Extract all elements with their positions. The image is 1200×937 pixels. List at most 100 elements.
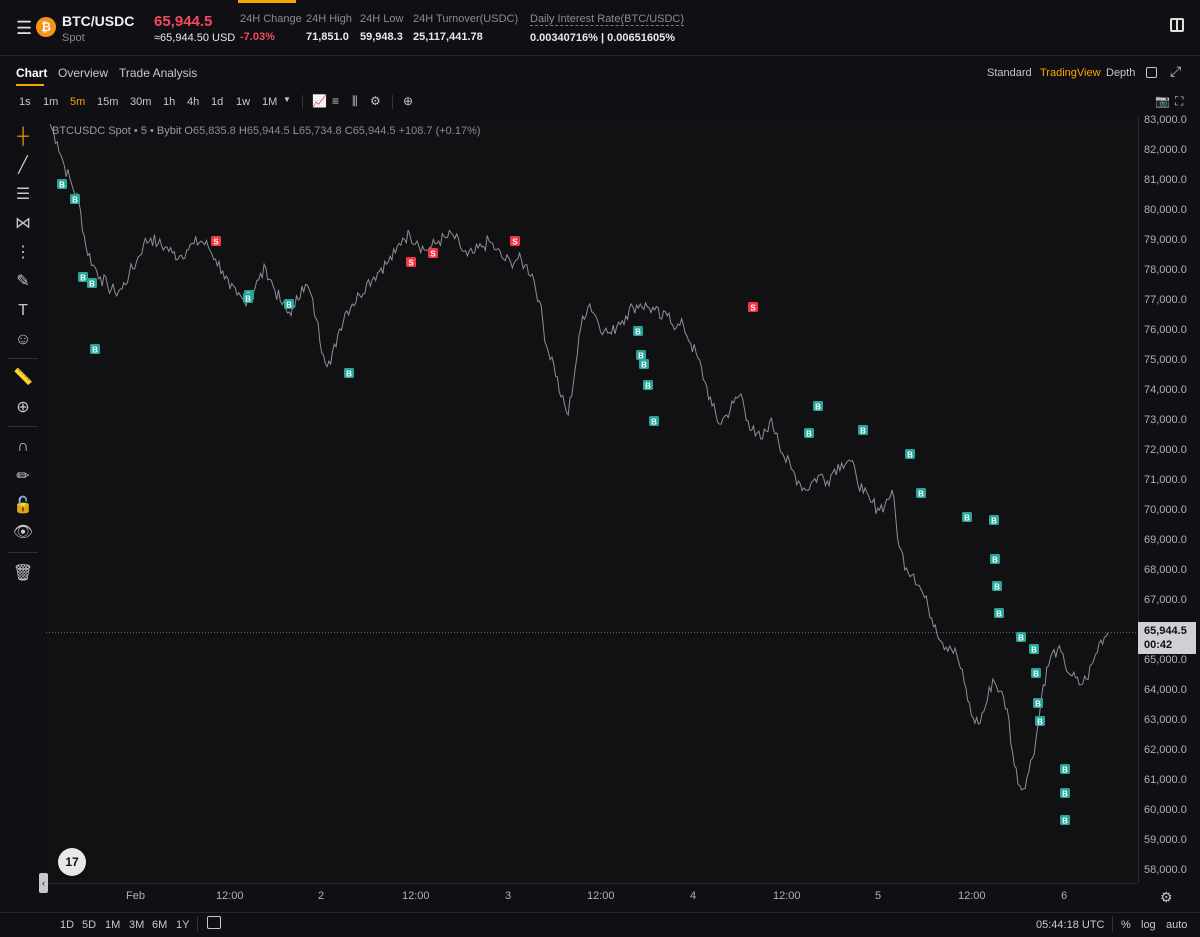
buy-marker[interactable]: B bbox=[1033, 698, 1043, 709]
trash-icon[interactable]: 🗑 bbox=[12, 565, 34, 582]
buy-marker[interactable]: B bbox=[916, 488, 926, 499]
range-5d[interactable]: 5D bbox=[82, 919, 97, 931]
auto-toggle[interactable]: auto bbox=[1166, 919, 1188, 931]
buy-marker[interactable]: B bbox=[639, 359, 649, 370]
timeframe-4h[interactable]: 4h bbox=[187, 96, 200, 108]
range-1d[interactable]: 1D bbox=[60, 919, 75, 931]
price-chart[interactable]: BBBBBBBBBBBBBBBBBBBBBBBBBBBBBBBBSSSSS bbox=[46, 118, 1138, 883]
buy-marker[interactable]: B bbox=[90, 344, 100, 355]
buy-marker[interactable]: B bbox=[70, 194, 80, 205]
view-tradingview[interactable]: TradingView bbox=[1040, 67, 1101, 79]
chart-type-icon[interactable]: 📈 bbox=[312, 94, 327, 108]
timeframe-1h[interactable]: 1h bbox=[163, 96, 176, 108]
tab-overview[interactable]: Overview bbox=[58, 66, 109, 80]
text-icon[interactable]: T bbox=[18, 302, 28, 319]
timeframe-1w[interactable]: 1w bbox=[236, 96, 251, 108]
stat-label[interactable]: Daily Interest Rate(BTC/USDC) bbox=[530, 13, 685, 26]
buy-marker[interactable]: B bbox=[962, 512, 972, 523]
gear-icon[interactable]: ⚙ bbox=[1160, 889, 1173, 905]
camera-icon[interactable]: 📷 bbox=[1155, 94, 1170, 108]
log-toggle[interactable]: log bbox=[1141, 919, 1156, 931]
add-icon[interactable]: ⊕ bbox=[403, 94, 414, 108]
emoji-icon[interactable]: ☺ bbox=[14, 331, 32, 348]
buy-marker[interactable]: B bbox=[643, 380, 653, 391]
buy-marker[interactable]: B bbox=[992, 581, 1002, 592]
expand-icon[interactable]: ⤢ bbox=[1170, 63, 1182, 79]
sell-marker[interactable]: S bbox=[211, 236, 221, 247]
projection-icon[interactable]: ⋮ bbox=[15, 244, 31, 261]
sell-marker[interactable]: S bbox=[510, 236, 520, 247]
lock-drawing-icon[interactable]: ✏ bbox=[16, 468, 30, 485]
crosshair-icon[interactable]: ┼ bbox=[17, 128, 29, 145]
timeframe-1M[interactable]: 1M bbox=[262, 96, 278, 108]
timeframe-30m[interactable]: 30m bbox=[130, 96, 152, 108]
percent-toggle[interactable]: % bbox=[1121, 919, 1131, 931]
pair-name[interactable]: BTC/USDC bbox=[62, 13, 135, 29]
timeframe-1s[interactable]: 1s bbox=[19, 96, 31, 108]
sell-marker[interactable]: S bbox=[406, 257, 416, 268]
buy-marker[interactable]: B bbox=[57, 179, 67, 190]
book-icon[interactable] bbox=[1170, 18, 1184, 32]
buy-marker[interactable]: B bbox=[1031, 668, 1041, 679]
buy-marker[interactable]: B bbox=[87, 278, 97, 289]
chart-area[interactable] bbox=[46, 118, 1138, 883]
zoom-in-icon[interactable]: ⊕ bbox=[16, 399, 30, 416]
buy-marker[interactable]: B bbox=[1035, 716, 1045, 727]
magnet-icon[interactable]: ∩ bbox=[17, 438, 29, 455]
buy-marker[interactable]: B bbox=[989, 515, 999, 526]
buy-marker[interactable]: B bbox=[813, 401, 823, 412]
settings-icon[interactable]: ⚙ bbox=[370, 94, 381, 108]
collapse-toolbar-handle[interactable]: ‹ bbox=[39, 873, 48, 893]
buy-marker[interactable]: B bbox=[284, 299, 294, 310]
ruler-icon[interactable]: 📏 bbox=[13, 369, 33, 386]
tab-chart[interactable]: Chart bbox=[16, 66, 48, 80]
stat-interest-rate[interactable]: Daily Interest Rate(BTC/USDC) 0.00340716… bbox=[530, 13, 685, 44]
buy-marker[interactable]: B bbox=[994, 608, 1004, 619]
buy-marker[interactable]: B bbox=[905, 449, 915, 460]
buy-marker[interactable]: B bbox=[1029, 644, 1039, 655]
buy-marker[interactable]: B bbox=[636, 350, 646, 361]
sell-marker[interactable]: S bbox=[428, 248, 438, 259]
trendline-icon[interactable]: ╱ bbox=[18, 157, 28, 174]
buy-marker[interactable]: B bbox=[1060, 764, 1070, 775]
timeframe-1m[interactable]: 1m bbox=[43, 96, 59, 108]
tradingview-logo-icon[interactable]: 17 bbox=[58, 848, 86, 876]
pattern-icon[interactable]: ⋈ bbox=[15, 215, 31, 232]
timeframe-15m[interactable]: 15m bbox=[97, 96, 119, 108]
tab-trade-analysis[interactable]: Trade Analysis bbox=[119, 66, 198, 80]
price-axis[interactable] bbox=[1138, 118, 1200, 883]
buy-marker[interactable]: B bbox=[1060, 788, 1070, 799]
time-axis[interactable] bbox=[46, 883, 1138, 909]
brush-icon[interactable]: ✎ bbox=[16, 273, 30, 290]
range-1m[interactable]: 1M bbox=[105, 919, 121, 931]
menu-icon[interactable]: ☰ bbox=[16, 18, 33, 38]
candles-icon[interactable]: ⫼ bbox=[352, 94, 358, 108]
buy-marker[interactable]: B bbox=[78, 272, 88, 283]
buy-marker[interactable]: B bbox=[858, 425, 868, 436]
calendar-icon[interactable] bbox=[207, 916, 221, 929]
buy-marker[interactable]: B bbox=[649, 416, 659, 427]
layout-square-icon[interactable] bbox=[1146, 67, 1157, 78]
unlock-icon[interactable]: 🔓 bbox=[13, 497, 33, 514]
buy-marker[interactable]: B bbox=[344, 368, 354, 379]
buy-marker[interactable]: B bbox=[1060, 815, 1070, 826]
range-3m[interactable]: 3M bbox=[129, 919, 145, 931]
view-depth[interactable]: Depth bbox=[1106, 67, 1136, 79]
timeframe-1d[interactable]: 1d bbox=[211, 96, 224, 108]
utc-clock[interactable]: 05:44:18 UTC bbox=[1036, 919, 1105, 931]
range-6m[interactable]: 6M bbox=[152, 919, 168, 931]
buy-marker[interactable]: B bbox=[1016, 632, 1026, 643]
fib-icon[interactable]: ☰ bbox=[15, 186, 31, 203]
fullscreen-icon[interactable]: ⛶ bbox=[1175, 94, 1184, 108]
chevron-down-icon[interactable]: ▼ bbox=[283, 95, 291, 104]
buy-marker[interactable]: B bbox=[243, 293, 253, 304]
buy-marker[interactable]: B bbox=[804, 428, 814, 439]
buy-marker[interactable]: B bbox=[633, 326, 643, 337]
range-1y[interactable]: 1Y bbox=[176, 919, 190, 931]
eye-icon[interactable]: 👁 bbox=[12, 524, 34, 541]
sell-marker[interactable]: S bbox=[748, 302, 758, 313]
view-standard[interactable]: Standard bbox=[987, 67, 1032, 79]
timeframe-5m[interactable]: 5m bbox=[70, 96, 86, 108]
indicators-icon[interactable]: ≡ bbox=[332, 94, 340, 108]
buy-marker[interactable]: B bbox=[990, 554, 1000, 565]
